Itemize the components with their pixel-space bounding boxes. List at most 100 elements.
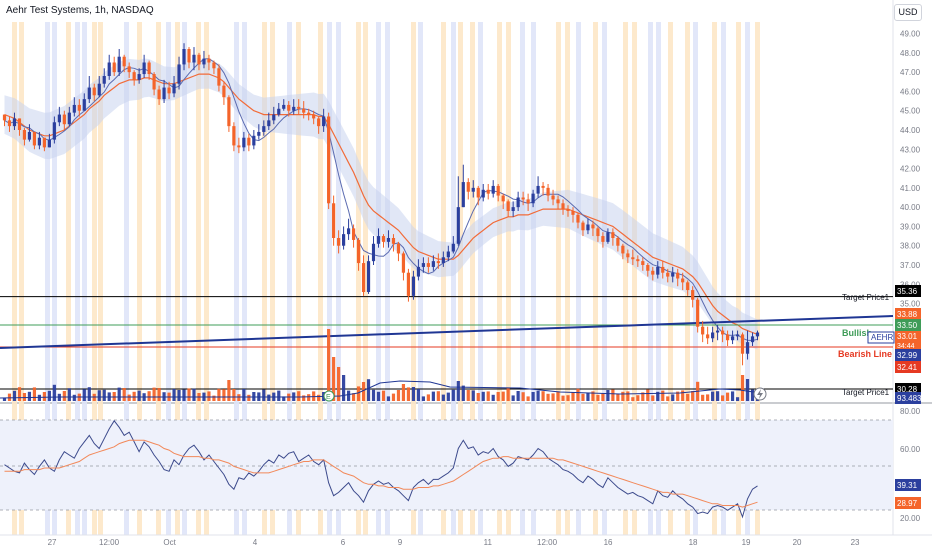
candle-body <box>631 257 635 260</box>
volume-bar <box>671 394 675 401</box>
volume-bar <box>12 390 17 401</box>
candle-body <box>716 330 720 333</box>
candle-body <box>202 58 206 65</box>
rsi-value-tag: 39.31 <box>897 481 918 490</box>
volume-bar <box>666 396 670 401</box>
session-stripe <box>124 22 129 535</box>
bullish-label: Bullish <box>842 328 872 338</box>
price-tick-label: 43.00 <box>900 145 921 154</box>
volume-bar <box>212 395 216 401</box>
candle-body <box>681 278 685 283</box>
volume-bar <box>506 388 510 401</box>
candle-body <box>606 232 610 242</box>
session-stripe <box>175 22 180 535</box>
session-stripe <box>262 22 267 535</box>
session-stripe <box>556 22 561 535</box>
candle-body <box>661 266 665 273</box>
volume-bar <box>546 393 550 401</box>
candle-body <box>651 270 655 275</box>
volume-bar <box>217 388 221 401</box>
candle-body <box>337 238 341 246</box>
candle-body <box>182 49 186 65</box>
volume-bar <box>72 394 76 401</box>
volume-bar <box>740 375 745 401</box>
candle-body <box>626 253 630 258</box>
candle-body <box>147 62 151 75</box>
candle-body <box>7 120 12 127</box>
price-tag-red-top: 33.88 <box>897 310 918 319</box>
candle-body <box>391 238 396 244</box>
candle-body <box>92 87 96 96</box>
volume-bar <box>187 388 191 401</box>
candle-body <box>501 195 505 202</box>
volume-bar <box>566 395 570 401</box>
candle-body <box>237 145 241 148</box>
price-tick-label: 39.00 <box>900 222 921 231</box>
price-tick-label: 38.00 <box>900 242 921 251</box>
volume-bar <box>317 394 321 401</box>
volume-bar <box>277 390 281 401</box>
earnings-letter: E <box>326 394 331 401</box>
time-tick-label: 4 <box>253 538 258 547</box>
volume-bar <box>596 394 600 401</box>
volume-bar <box>137 390 141 401</box>
trend-line <box>0 315 894 349</box>
candle-body <box>332 203 336 238</box>
price-tick-label: 41.00 <box>900 184 921 193</box>
candle-body <box>571 211 575 215</box>
volume-bar <box>346 390 351 401</box>
volume-bar <box>706 394 710 401</box>
volume-bar <box>606 390 610 401</box>
volume-bar <box>416 389 421 401</box>
candle-body <box>730 336 735 341</box>
candle-body <box>671 272 675 277</box>
volume-tag: 93.483K <box>897 394 927 403</box>
volume-bar <box>356 386 361 401</box>
candle-body <box>351 228 356 240</box>
candle-body <box>197 54 201 65</box>
volume-ma-line <box>0 380 761 399</box>
candle-body <box>302 108 306 113</box>
volume-bar <box>396 390 401 401</box>
candle-body <box>691 290 695 300</box>
candle-body <box>32 131 37 146</box>
session-stripe <box>721 22 726 535</box>
candle-body <box>42 137 46 148</box>
candle-body <box>576 214 580 223</box>
candle-body <box>52 122 56 140</box>
session-stripe <box>745 22 750 535</box>
candle-body <box>267 120 271 127</box>
candle-body <box>551 195 555 200</box>
ema-line <box>4 73 758 335</box>
volume-bar <box>561 395 565 401</box>
session-stripe <box>385 22 390 535</box>
candle-body <box>272 114 276 121</box>
session-stripe <box>441 22 446 535</box>
rsi-ma-line <box>4 439 758 508</box>
volume-bar <box>112 392 116 401</box>
volume-bar <box>745 379 750 401</box>
session-stripe <box>576 22 581 535</box>
candle-body <box>217 68 221 86</box>
volume-bar <box>366 379 371 401</box>
candle-body <box>366 261 371 292</box>
candle-body <box>37 137 42 146</box>
candle-body <box>386 238 391 242</box>
currency-selector[interactable]: USD <box>894 4 922 21</box>
candle-body <box>356 239 361 264</box>
volume-bar <box>716 391 720 401</box>
volume-bar <box>691 391 695 401</box>
session-stripe <box>98 22 103 535</box>
candle-body <box>401 253 406 273</box>
volume-bar <box>471 390 475 401</box>
volume-bar <box>381 390 386 401</box>
price-tag-target2: 30.28 <box>897 385 918 394</box>
volume-bar <box>152 387 156 401</box>
candle-body <box>137 74 141 80</box>
volume-bar <box>147 391 151 401</box>
candle-body <box>491 185 495 194</box>
volume-bar <box>406 387 411 401</box>
candle-body <box>167 87 171 94</box>
volume-bar <box>421 396 425 401</box>
candle-body <box>536 185 540 194</box>
